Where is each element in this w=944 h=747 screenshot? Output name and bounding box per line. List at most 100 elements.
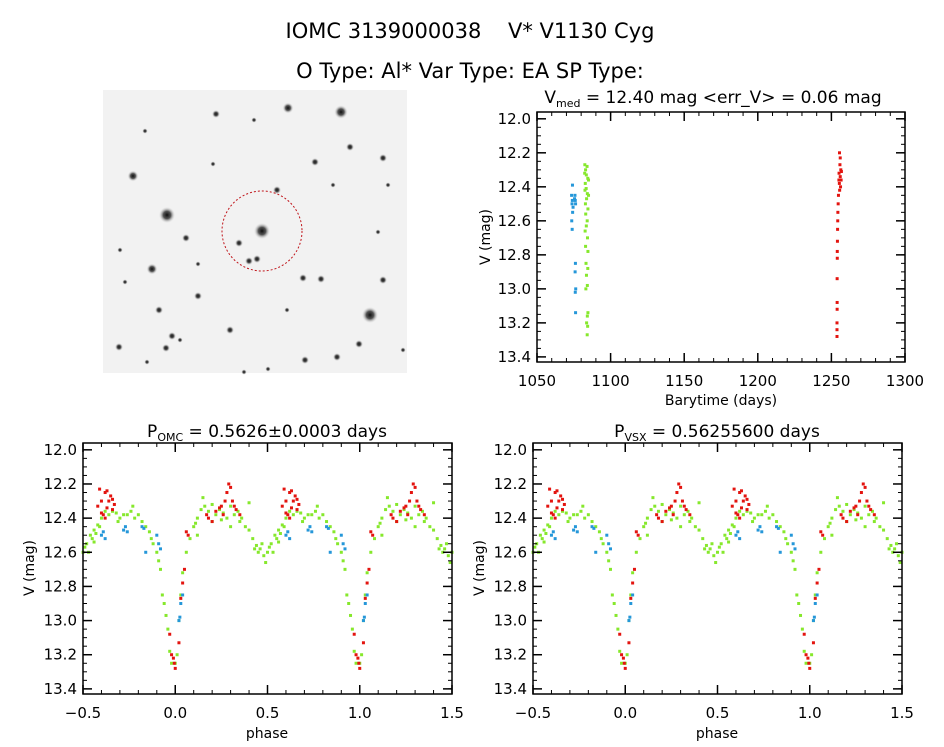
data-point-green <box>260 542 264 546</box>
y-tick-label: 12.6 <box>494 543 527 561</box>
data-point-green <box>181 571 185 575</box>
data-point-red <box>111 508 115 512</box>
data-point-green <box>232 513 236 517</box>
data-point-green <box>585 192 589 196</box>
data-point-green <box>585 197 589 201</box>
data-point-green <box>697 528 701 532</box>
data-point-red <box>177 641 181 645</box>
star <box>330 182 336 188</box>
data-point-red <box>747 502 751 506</box>
data-point-blue <box>551 530 555 534</box>
data-point-green <box>703 547 707 551</box>
data-point-green <box>557 513 561 517</box>
data-point-green <box>116 520 120 524</box>
data-point-blue <box>736 530 740 534</box>
data-point-green <box>166 627 170 631</box>
data-point-red <box>859 491 863 495</box>
data-point-green <box>280 523 284 527</box>
data-point-red <box>632 567 636 571</box>
data-point-red <box>181 581 185 585</box>
data-point-green <box>741 513 745 517</box>
data-point-green <box>549 516 553 520</box>
data-point-blue <box>570 219 574 223</box>
data-point-red <box>286 513 290 517</box>
data-point-green <box>229 504 233 508</box>
data-point-red <box>109 494 113 498</box>
star <box>316 274 326 284</box>
data-point-red <box>738 491 742 495</box>
data-point-red <box>206 516 210 520</box>
data-point-green <box>631 571 635 575</box>
data-point-red <box>210 520 214 524</box>
target-aperture-circle <box>221 190 303 272</box>
y-tick-label: 12.6 <box>44 543 77 561</box>
phase-omc-title: POMC = 0.5626±0.0003 days <box>147 422 387 444</box>
data-point-green <box>583 516 587 520</box>
data-point-green <box>581 504 585 508</box>
data-point-red <box>629 596 633 600</box>
data-point-green <box>437 547 441 551</box>
data-point-green <box>160 593 164 597</box>
data-point-red <box>549 511 553 515</box>
data-point-red <box>562 502 566 506</box>
data-point-green <box>756 513 760 517</box>
data-point-green <box>608 567 612 571</box>
data-point-red <box>555 489 559 493</box>
data-point-red <box>835 307 839 311</box>
data-point-red <box>634 530 638 534</box>
data-point-green <box>256 550 260 554</box>
star <box>385 182 391 188</box>
data-point-green <box>225 516 229 520</box>
data-point-green <box>282 525 286 529</box>
data-point-red <box>618 632 622 636</box>
data-point-green <box>439 543 443 547</box>
data-point-red <box>218 506 222 510</box>
data-point-green <box>584 273 588 277</box>
data-point-green <box>103 509 107 513</box>
data-point-green <box>111 509 115 513</box>
data-point-red <box>409 491 413 495</box>
data-point-red <box>288 491 292 495</box>
data-point-green <box>267 545 271 549</box>
data-point-green <box>584 224 588 228</box>
data-point-green <box>247 501 251 505</box>
data-point-green <box>384 508 388 512</box>
plot-frame <box>532 442 903 695</box>
data-point-green <box>288 509 292 513</box>
data-point-red <box>406 513 410 517</box>
data-point-green <box>848 513 852 517</box>
lightcurve-plot: 1050 1100 1150 1200 1250 1300 12.0 12.2 12.4 12.6… <box>498 110 925 390</box>
data-point-blue <box>791 542 795 546</box>
data-point-red <box>280 504 284 508</box>
data-point-green <box>271 550 275 554</box>
y-tick-label: 12.0 <box>44 441 77 459</box>
data-point-green <box>144 525 148 529</box>
data-point-blue <box>362 615 366 619</box>
data-point-green <box>893 547 897 551</box>
y-tick-label: 12.8 <box>494 577 527 595</box>
phase-vsx-title: PVSX = 0.56255600 days <box>614 422 820 444</box>
data-point-blue <box>628 615 632 619</box>
data-point-green <box>686 509 690 513</box>
data-point-blue <box>181 593 185 597</box>
data-point-green <box>826 525 830 529</box>
data-point-green <box>610 593 614 597</box>
data-point-green <box>815 571 819 575</box>
data-point-red <box>356 656 360 660</box>
data-point-green <box>810 653 814 657</box>
data-point-green <box>302 516 306 520</box>
data-point-green <box>136 513 140 517</box>
data-point-red <box>863 485 867 489</box>
data-point-blue <box>594 550 598 554</box>
data-point-red <box>664 509 668 513</box>
data-point-green <box>424 516 428 520</box>
data-point-green <box>800 627 804 631</box>
data-point-red <box>357 661 361 665</box>
data-point-blue <box>365 593 369 597</box>
data-point-red <box>738 516 742 520</box>
data-point-blue <box>813 602 817 606</box>
data-point-green <box>583 202 587 206</box>
data-point-red <box>655 513 659 517</box>
star <box>251 117 257 123</box>
data-point-green <box>306 513 310 517</box>
